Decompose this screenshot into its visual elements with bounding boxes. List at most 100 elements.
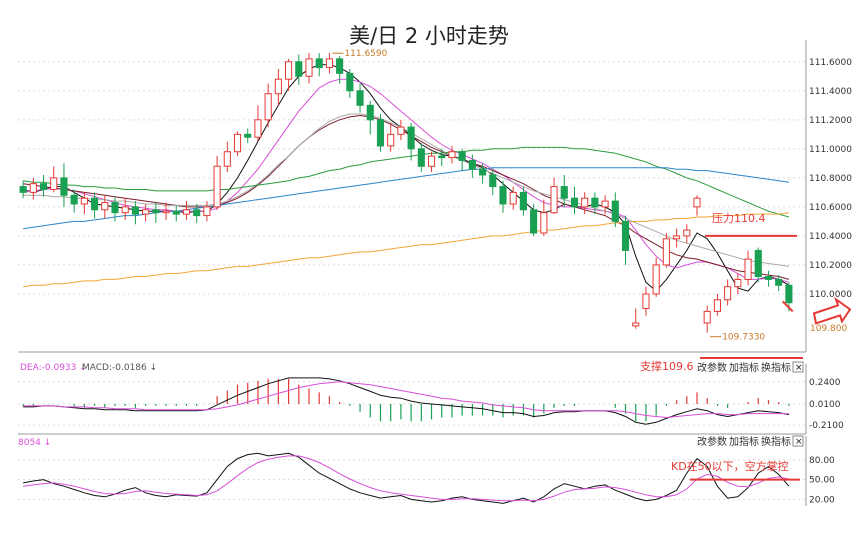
candle-body[interactable]	[121, 206, 129, 214]
candle[interactable]	[540, 199, 548, 236]
candle-body[interactable]	[519, 191, 527, 211]
candle[interactable]	[713, 293, 721, 316]
candle-body[interactable]	[315, 58, 323, 69]
candle-body[interactable]	[223, 151, 231, 167]
candle[interactable]	[274, 69, 282, 106]
candle[interactable]	[254, 105, 262, 142]
candle-body[interactable]	[621, 220, 630, 251]
candle[interactable]	[438, 148, 446, 167]
candle[interactable]	[530, 203, 538, 236]
candle[interactable]	[570, 186, 579, 215]
candle-body[interactable]	[785, 284, 793, 304]
candle[interactable]	[581, 192, 589, 215]
candle-body[interactable]	[346, 72, 354, 92]
candle-body[interactable]	[438, 155, 446, 159]
candle[interactable]	[683, 224, 691, 244]
candle[interactable]	[336, 55, 344, 84]
candle[interactable]	[223, 141, 231, 173]
candle-body[interactable]	[19, 186, 27, 193]
candle[interactable]	[703, 305, 711, 333]
candle[interactable]	[724, 279, 732, 306]
candle-body[interactable]	[601, 200, 609, 208]
candle-body[interactable]	[713, 299, 721, 312]
candle-body[interactable]	[489, 174, 497, 188]
candle-body[interactable]	[356, 90, 364, 106]
candle[interactable]	[468, 154, 476, 178]
kd-params-button[interactable]: 改参数	[697, 435, 727, 448]
macd-params-button[interactable]: 改参数	[697, 361, 727, 374]
candle-body[interactable]	[111, 202, 119, 214]
candle[interactable]	[244, 128, 252, 144]
candle[interactable]	[601, 195, 609, 215]
candle-body[interactable]	[295, 61, 303, 77]
candle[interactable]	[673, 228, 681, 248]
candle-body[interactable]	[29, 183, 37, 193]
macd-close-label[interactable]: ✕	[795, 364, 803, 374]
candle-body[interactable]	[162, 210, 170, 214]
candle[interactable]	[611, 192, 619, 228]
candle[interactable]	[775, 275, 783, 292]
candle[interactable]	[591, 192, 599, 215]
candle-body[interactable]	[325, 58, 333, 69]
candle-body[interactable]	[203, 206, 211, 217]
candle[interactable]	[458, 148, 466, 171]
candle[interactable]	[621, 215, 630, 265]
candle[interactable]	[172, 205, 180, 222]
candle[interactable]	[642, 286, 650, 316]
candle[interactable]	[121, 198, 129, 220]
candle-body[interactable]	[91, 197, 99, 211]
candle-body[interactable]	[39, 183, 48, 190]
candle[interactable]	[652, 257, 660, 297]
macd-close-icon[interactable]	[792, 361, 804, 373]
candle[interactable]	[285, 58, 293, 91]
candle-body[interactable]	[264, 93, 272, 121]
candle[interactable]	[60, 163, 68, 207]
candle-body[interactable]	[172, 210, 180, 215]
candle[interactable]	[91, 192, 99, 219]
candle-body[interactable]	[632, 322, 640, 327]
macd-add-button[interactable]: 加指标	[729, 361, 759, 374]
candle[interactable]	[448, 145, 456, 164]
candle[interactable]	[417, 143, 425, 173]
candle[interactable]	[19, 180, 27, 199]
candle-body[interactable]	[468, 159, 476, 170]
candle-body[interactable]	[101, 202, 109, 211]
candle-body[interactable]	[407, 126, 415, 150]
candle-body[interactable]	[724, 286, 732, 301]
candle-body[interactable]	[479, 168, 487, 176]
candle[interactable]	[397, 119, 405, 141]
candle[interactable]	[632, 308, 640, 329]
candle[interactable]	[233, 131, 242, 157]
candle-body[interactable]	[70, 194, 78, 205]
candle[interactable]	[182, 201, 191, 220]
candle-body[interactable]	[131, 206, 139, 215]
candle-body[interactable]	[570, 197, 579, 208]
candle-body[interactable]	[683, 229, 691, 237]
candle[interactable]	[111, 196, 119, 222]
candle[interactable]	[693, 195, 701, 216]
candle-body[interactable]	[274, 78, 282, 95]
candle-body[interactable]	[285, 61, 293, 80]
candle[interactable]	[744, 250, 752, 286]
candle[interactable]	[346, 69, 354, 99]
candle[interactable]	[509, 186, 517, 210]
candle[interactable]	[50, 166, 58, 193]
candle-body[interactable]	[397, 126, 405, 135]
candle-body[interactable]	[560, 186, 568, 199]
candle[interactable]	[519, 186, 527, 216]
candle[interactable]	[376, 114, 385, 152]
candle[interactable]	[39, 174, 48, 197]
candle[interactable]	[427, 151, 436, 173]
kd-close-icon[interactable]	[792, 435, 804, 447]
kd-close-label[interactable]: ✕	[795, 438, 803, 448]
candle-body[interactable]	[509, 191, 517, 205]
candle-body[interactable]	[591, 197, 599, 208]
kd-add-button[interactable]: 加指标	[729, 435, 759, 448]
candle[interactable]	[734, 273, 742, 294]
candle[interactable]	[325, 53, 333, 74]
candle[interactable]	[70, 189, 78, 213]
candle[interactable]	[152, 202, 160, 223]
candle[interactable]	[560, 174, 568, 207]
macd-panel[interactable]: DEA:-0.0933 ↓MACD:-0.0186 ↓	[20, 363, 790, 425]
candle[interactable]	[305, 53, 313, 84]
